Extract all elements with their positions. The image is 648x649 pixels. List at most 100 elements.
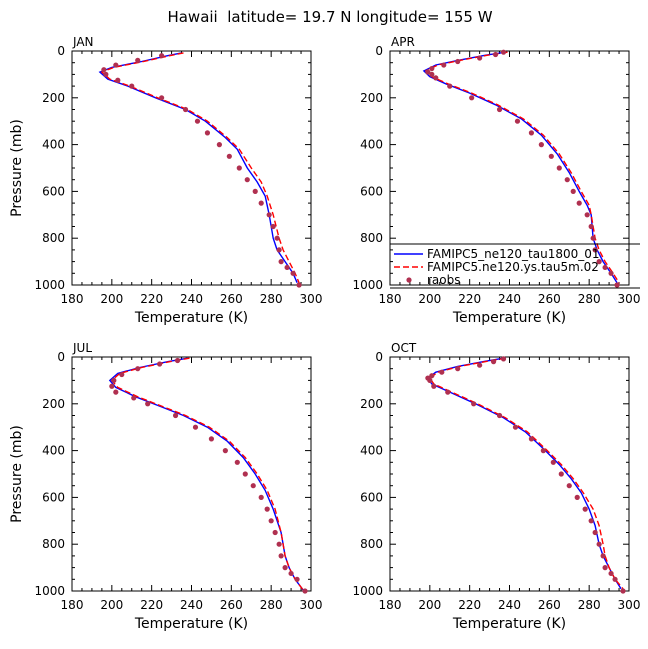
raobs-point <box>278 553 284 559</box>
series-line-dashed <box>100 52 300 283</box>
raobs-point <box>433 75 439 81</box>
raobs-point <box>588 518 594 524</box>
y-tick-label: 800 <box>42 231 65 245</box>
raobs-point <box>159 53 165 59</box>
raobs-point <box>294 576 300 582</box>
raobs-point <box>592 529 598 536</box>
x-tick-label: 260 <box>220 598 243 612</box>
series-line-dashed <box>110 357 304 591</box>
raobs-point <box>216 142 222 148</box>
raobs-point <box>500 49 507 55</box>
plot-frame <box>389 356 630 592</box>
raobs-point <box>274 235 280 241</box>
y-tick-label: 200 <box>42 397 65 411</box>
x-axis-label: Temperature (K) <box>134 310 248 326</box>
raobs-point <box>558 471 564 477</box>
x-tick-label: 300 <box>300 292 323 306</box>
x-tick-label: 280 <box>260 292 283 306</box>
raobs-point <box>447 83 453 89</box>
raobs-point <box>429 65 435 72</box>
raobs-point <box>272 529 278 536</box>
raobs-point <box>514 118 521 124</box>
raobs-point <box>172 412 179 419</box>
raobs-point <box>113 62 119 68</box>
raobs-point <box>157 361 163 367</box>
x-tick-label: 240 <box>498 598 521 612</box>
series-line-solid <box>98 52 298 283</box>
raobs-point <box>441 62 447 68</box>
raobs-point <box>111 377 117 383</box>
x-axis-label: Temperature (K) <box>452 310 566 326</box>
y-tick-label: 1000 <box>352 584 383 598</box>
raobs-point <box>612 576 618 582</box>
x-tick-label: 220 <box>140 598 163 612</box>
raobs-point <box>252 188 258 194</box>
raobs-point <box>129 83 135 89</box>
raobs-point <box>566 483 572 489</box>
raobs-point <box>592 247 598 253</box>
raobs-point <box>135 57 141 63</box>
raobs-point <box>429 71 435 77</box>
raobs-point <box>564 177 570 183</box>
raobs-point <box>439 369 445 375</box>
raobs-point <box>194 118 201 124</box>
raobs-point <box>266 212 272 218</box>
y-tick-label: 600 <box>360 184 383 198</box>
legend-marker <box>406 277 412 283</box>
y-tick-label: 0 <box>57 44 65 58</box>
raobs-point <box>131 395 137 401</box>
raobs-point <box>455 58 461 65</box>
x-tick-label: 280 <box>578 598 601 612</box>
y-tick-label: 1000 <box>34 278 65 292</box>
raobs-point <box>222 448 228 454</box>
raobs-point <box>282 565 288 571</box>
panel-title: APR <box>391 35 415 49</box>
raobs-point <box>588 223 594 230</box>
x-tick-label: 240 <box>498 292 521 306</box>
x-tick-label: 220 <box>458 598 481 612</box>
figure-title: Hawaii latitude= 19.7 N longitude= 155 W <box>167 8 492 26</box>
raobs-point <box>115 77 121 83</box>
y-tick-label: 200 <box>360 397 383 411</box>
raobs-point <box>492 51 499 58</box>
raobs-point <box>538 142 544 148</box>
raobs-point <box>258 494 264 500</box>
y-tick-label: 800 <box>360 537 383 551</box>
raobs-point <box>236 165 242 171</box>
raobs-point <box>614 282 620 288</box>
raobs-point <box>528 436 535 442</box>
panel-title: JAN <box>72 35 94 49</box>
raobs-point <box>512 424 519 430</box>
y-tick-label: 1000 <box>34 584 65 598</box>
legend-label: FAMIPC5.ne120.ys.tau5m.02 <box>427 260 599 274</box>
raobs-point <box>528 130 535 136</box>
raobs-point <box>576 200 582 206</box>
raobs-point <box>119 371 125 378</box>
raobs-point <box>608 270 614 276</box>
raobs-point <box>429 373 435 379</box>
raobs-point <box>608 570 614 577</box>
raobs-point <box>425 69 431 75</box>
x-tick-label: 260 <box>538 292 561 306</box>
y-tick-label: 400 <box>42 138 65 152</box>
legend-label: FAMIPC5_ne120_tau1800_01 <box>427 247 600 261</box>
raobs-point <box>548 153 554 159</box>
raobs-point <box>258 200 264 206</box>
y-tick-label: 200 <box>42 91 65 105</box>
x-axis-label: Temperature (K) <box>452 616 566 632</box>
x-tick-label: 180 <box>61 598 84 612</box>
raobs-point <box>284 264 290 271</box>
raobs-point <box>244 177 250 183</box>
legend: FAMIPC5_ne120_tau1800_01FAMIPC5.ne120.ys… <box>390 243 640 289</box>
series-line-dashed <box>428 357 624 590</box>
x-tick-label: 200 <box>418 598 441 612</box>
raobs-point <box>302 588 308 594</box>
y-tick-label: 400 <box>42 444 65 458</box>
raobs-point <box>250 483 256 489</box>
raobs-point <box>600 553 606 559</box>
raobs-point <box>471 401 477 407</box>
raobs-point <box>296 282 302 288</box>
raobs-point <box>596 541 602 547</box>
raobs-point <box>276 541 282 547</box>
raobs-point <box>208 436 215 442</box>
